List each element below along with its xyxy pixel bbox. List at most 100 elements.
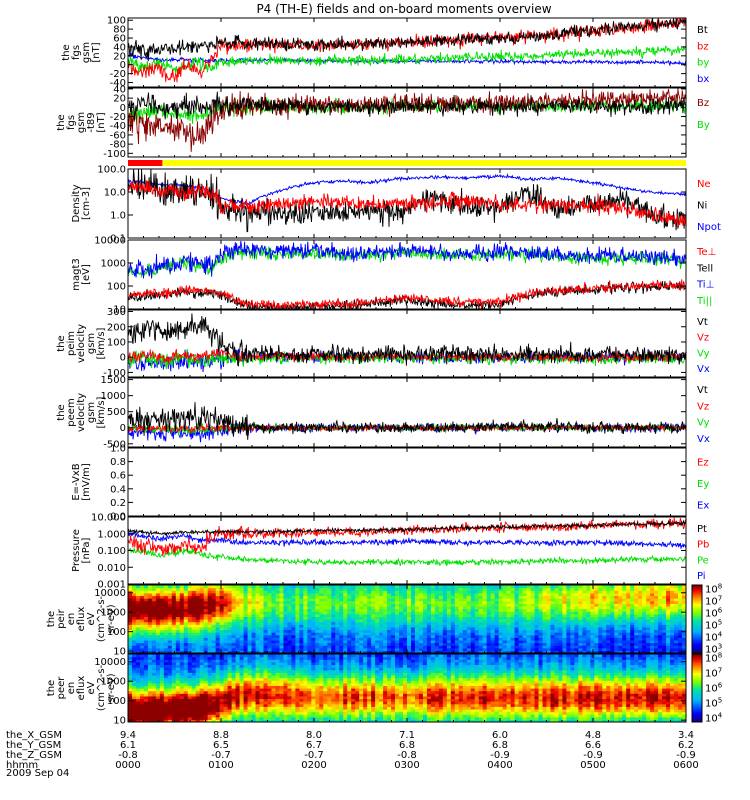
- spectrogram-cell: [155, 672, 161, 676]
- spectrogram-cell: [275, 719, 281, 722]
- spectrogram-cell: [315, 608, 320, 612]
- spectrogram-cell: [291, 603, 296, 607]
- spectrogram-cell: [128, 669, 133, 673]
- spectrogram-cell: [167, 716, 173, 720]
- spectrogram-cell: [574, 634, 579, 638]
- spectrogram-cell: [291, 669, 296, 673]
- spectrogram-cell: [128, 626, 133, 631]
- spectrogram-cell: [227, 685, 233, 689]
- spectrogram-cell: [159, 695, 165, 700]
- spectrogram-cell: [359, 590, 364, 594]
- spectrogram-cell: [155, 714, 161, 718]
- spectrogram-cell: [582, 632, 587, 636]
- spectrogram-cell: [470, 598, 476, 602]
- spectrogram-cell: [426, 629, 432, 633]
- spectrogram-cell: [442, 621, 448, 625]
- spectrogram-cell: [498, 603, 504, 607]
- spectrogram-cell: [255, 667, 261, 671]
- spectrogram-cell: [247, 688, 253, 692]
- spectrogram-cell: [327, 595, 332, 599]
- spectrogram-cell: [347, 613, 352, 617]
- spectrogram-cell: [191, 654, 197, 658]
- spectrogram-cell: [486, 603, 492, 607]
- spectrogram-cell: [128, 585, 133, 589]
- spectrogram-cell: [375, 605, 380, 610]
- spectrogram-cell: [546, 647, 552, 651]
- spectrogram-cell: [179, 647, 185, 651]
- spectrogram-cell: [586, 585, 591, 589]
- spectrogram-cell: [602, 613, 607, 617]
- spectrogram-cell: [498, 587, 504, 591]
- spectrogram-cell: [279, 642, 285, 646]
- spectrogram-cell: [191, 600, 197, 604]
- spectrogram-cell: [618, 642, 623, 646]
- spectrogram-cell: [375, 613, 380, 617]
- spectrogram-cell: [255, 719, 261, 722]
- spectrogram-cell: [478, 632, 484, 636]
- spectrogram-cell: [227, 619, 233, 623]
- spectrogram-cell: [211, 682, 217, 686]
- spectrogram-cell: [438, 600, 444, 604]
- spectrogram-cell: [566, 592, 572, 597]
- spectrogram-cell: [131, 701, 137, 705]
- spectrogram-cell: [446, 637, 452, 641]
- spectrogram-cell: [662, 621, 667, 625]
- spectrogram-cell: [614, 632, 619, 636]
- spectrogram-cell: [199, 650, 205, 653]
- spectrogram-cell: [430, 629, 436, 633]
- spectrogram-cell: [147, 706, 153, 710]
- spectrogram-cell: [215, 680, 221, 684]
- spectrogram-cell: [630, 598, 635, 602]
- spectrogram-cell: [422, 621, 428, 625]
- spectrogram-cell: [494, 595, 500, 599]
- spectrogram-cell: [466, 616, 472, 620]
- spectrogram-cell: [199, 677, 205, 681]
- spectrogram-cell: [231, 690, 237, 694]
- spectrogram-cell: [670, 639, 675, 644]
- spectrogram-cell: [167, 642, 173, 646]
- spectrogram-cell: [458, 642, 464, 646]
- spectrogram-cell: [514, 634, 520, 638]
- spectrogram-cell: [199, 603, 205, 607]
- spectrogram-cell: [155, 650, 161, 653]
- spectrogram-cell: [275, 685, 281, 689]
- spectrogram-cell: [211, 650, 217, 653]
- spectrogram-cell: [243, 592, 249, 597]
- spectrogram-cell: [255, 624, 261, 628]
- spectrogram-cell: [339, 621, 344, 625]
- spectrogram-cell: [291, 634, 296, 638]
- spectrogram-cell: [514, 600, 520, 604]
- spectrogram-cell: [371, 587, 376, 591]
- spectrogram-cell: [343, 642, 348, 646]
- temperature-legend-ti: Ti||: [696, 296, 712, 307]
- spectrogram-cell: [355, 587, 360, 591]
- spectrogram-cell: [327, 621, 332, 625]
- colorbar-swatch: [692, 642, 702, 645]
- spectrogram-cell: [203, 677, 209, 681]
- spectrogram-cell: [634, 632, 639, 636]
- spectrogram-cell: [287, 664, 293, 668]
- spectrogram-cell: [143, 706, 149, 710]
- spectrogram-cell: [175, 587, 181, 591]
- spectrogram-cell: [430, 639, 436, 644]
- spectrogram-cell: [183, 598, 189, 602]
- spectrogram-cell: [199, 682, 205, 686]
- spectrogram-cell: [239, 677, 245, 681]
- spectrogram-cell: [315, 587, 320, 591]
- spectrogram-cell: [339, 603, 344, 607]
- spectrogram-cell: [410, 639, 416, 644]
- spectrogram-cell: [662, 642, 667, 646]
- spectrogram-cell: [275, 629, 281, 633]
- spectrogram-cell: [494, 616, 500, 620]
- spectrogram-cell: [526, 639, 532, 644]
- spectrogram-cell: [502, 624, 508, 628]
- spectrogram-cell: [255, 592, 261, 597]
- spectrogram-cell: [167, 603, 173, 607]
- spectrogram-cell: [319, 639, 324, 644]
- spectrogram-cell: [486, 590, 492, 594]
- spectrogram-cell: [403, 645, 408, 649]
- spectrogram-cell: [494, 619, 500, 623]
- spectrogram-cell: [151, 659, 157, 663]
- spectrogram-cell: [430, 647, 436, 651]
